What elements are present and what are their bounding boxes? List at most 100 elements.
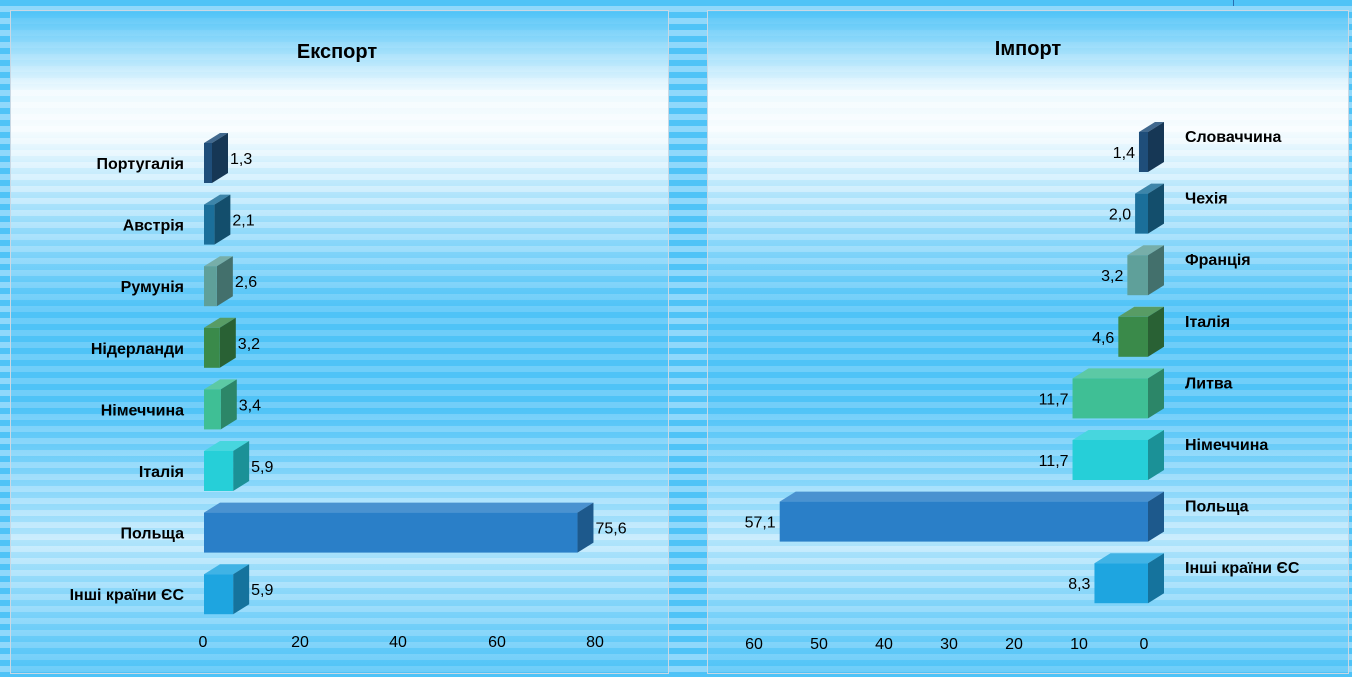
import-bar bbox=[1138, 132, 1148, 172]
export-value-label: 1,3 bbox=[230, 151, 252, 168]
import-bar bbox=[1072, 378, 1148, 419]
import-chart-title: Імпорт bbox=[995, 38, 1062, 60]
export-bar-side bbox=[216, 256, 233, 307]
import-bar-top bbox=[1094, 553, 1164, 564]
import-bar-top bbox=[1135, 183, 1164, 194]
import-x-tick: 50 bbox=[810, 636, 828, 653]
import-bar bbox=[1135, 193, 1148, 234]
export-bar-top bbox=[204, 564, 250, 575]
export-bar bbox=[204, 389, 221, 430]
import-bar bbox=[779, 501, 1148, 542]
export-value-label: 3,2 bbox=[238, 336, 260, 353]
import-bar bbox=[1094, 563, 1148, 604]
export-category-label: Німеччина bbox=[101, 402, 184, 419]
import-bar-side bbox=[1148, 306, 1164, 357]
export-bars: Португалія 1,3 Австрія 2,1 Румунія 2,6 Нідерла… bbox=[70, 133, 627, 651]
export-bar-side bbox=[214, 194, 231, 245]
export-x-tick: 20 bbox=[291, 634, 309, 651]
import-bar-side bbox=[1148, 122, 1164, 172]
import-value-label: 11,7 bbox=[1039, 391, 1069, 408]
import-value-label: 3,2 bbox=[1101, 268, 1123, 285]
import-bar bbox=[1072, 440, 1148, 480]
export-chart-title: Експорт bbox=[297, 41, 377, 63]
import-x-tick: 60 bbox=[745, 636, 763, 653]
import-bar-side bbox=[1148, 368, 1164, 419]
export-category-label: Нідерланди bbox=[91, 341, 184, 358]
export-bar bbox=[204, 574, 234, 615]
import-category-label: Франція bbox=[1185, 252, 1251, 269]
import-bar-side bbox=[1148, 553, 1164, 604]
import-x-tick: 10 bbox=[1070, 636, 1088, 653]
export-bar-top bbox=[204, 317, 236, 328]
export-x-tick: 80 bbox=[586, 634, 604, 651]
import-x-tick: 0 bbox=[1140, 636, 1149, 653]
import-bar bbox=[1118, 316, 1148, 357]
import-x-tick: 30 bbox=[940, 636, 958, 653]
import-value-label: 4,6 bbox=[1092, 330, 1114, 347]
export-bar-top bbox=[204, 194, 231, 205]
export-chart-panel bbox=[10, 10, 669, 674]
import-bar-top bbox=[1127, 245, 1164, 256]
export-value-label: 2,1 bbox=[232, 213, 254, 230]
corner-mark bbox=[1233, 0, 1234, 6]
export-bar bbox=[204, 204, 215, 245]
import-chart-panel bbox=[707, 10, 1349, 674]
export-category-label: Польща bbox=[121, 526, 185, 543]
export-bar-side bbox=[577, 502, 594, 553]
import-bar-side bbox=[1148, 183, 1164, 234]
import-category-label: Польща bbox=[1185, 499, 1249, 516]
export-bar-side bbox=[233, 564, 250, 615]
export-category-label: Італія bbox=[139, 464, 184, 481]
export-bar-top bbox=[204, 379, 237, 390]
export-value-label: 75,6 bbox=[595, 521, 626, 538]
export-value-label: 2,6 bbox=[235, 274, 257, 291]
import-value-label: 57,1 bbox=[745, 515, 776, 532]
export-bar bbox=[204, 266, 217, 307]
import-category-label: Інші країни ЄС bbox=[1185, 560, 1300, 577]
import-bar-top bbox=[1118, 306, 1164, 317]
import-bar-top bbox=[779, 491, 1164, 502]
export-category-label: Австрія bbox=[123, 218, 184, 235]
export-bar-top bbox=[204, 441, 250, 451]
export-bar-side bbox=[219, 317, 236, 368]
import-category-label: Чехія bbox=[1185, 191, 1228, 208]
export-bar bbox=[204, 512, 578, 553]
export-category-label: Португалія bbox=[97, 156, 184, 173]
export-bar-top bbox=[204, 256, 233, 267]
export-bar-top bbox=[204, 133, 228, 143]
import-x-tick: 40 bbox=[875, 636, 893, 653]
import-x-tick: 20 bbox=[1005, 636, 1023, 653]
export-bar bbox=[204, 327, 220, 368]
export-value-label: 5,9 bbox=[251, 459, 273, 476]
import-bar-top bbox=[1138, 122, 1164, 132]
export-value-label: 3,4 bbox=[239, 397, 261, 414]
import-category-label: Словаччина bbox=[1185, 129, 1281, 146]
import-bar-side bbox=[1148, 430, 1164, 480]
export-x-tick: 0 bbox=[199, 634, 208, 651]
export-bar-side bbox=[220, 379, 237, 430]
import-bar-side bbox=[1148, 491, 1164, 542]
export-category-label: Румунія bbox=[121, 279, 184, 296]
import-category-label: Німеччина bbox=[1185, 437, 1268, 454]
import-bar-top bbox=[1072, 368, 1164, 379]
import-value-label: 2,0 bbox=[1109, 207, 1131, 224]
export-bar bbox=[204, 143, 212, 183]
import-category-label: Литва bbox=[1185, 375, 1233, 392]
import-bar-top bbox=[1072, 430, 1164, 440]
export-value-label: 5,9 bbox=[251, 582, 273, 599]
export-category-label: Інші країни ЄС bbox=[70, 587, 185, 604]
import-bars: Словаччина 1,4 Чехія 2,0 Франція 3,2 Італія 4,6… bbox=[745, 122, 1300, 653]
export-x-tick: 40 bbox=[389, 634, 407, 651]
import-value-label: 1,4 bbox=[1113, 145, 1135, 162]
import-value-label: 11,7 bbox=[1039, 453, 1069, 470]
import-value-label: 8,3 bbox=[1068, 576, 1090, 593]
export-bar-side bbox=[212, 133, 228, 183]
import-bar-side bbox=[1148, 245, 1164, 296]
import-category-label: Італія bbox=[1185, 314, 1230, 331]
export-bar-side bbox=[233, 441, 250, 491]
export-x-tick: 60 bbox=[488, 634, 506, 651]
export-bar bbox=[204, 451, 234, 491]
import-bar bbox=[1127, 255, 1148, 296]
export-bar-top bbox=[204, 502, 594, 513]
